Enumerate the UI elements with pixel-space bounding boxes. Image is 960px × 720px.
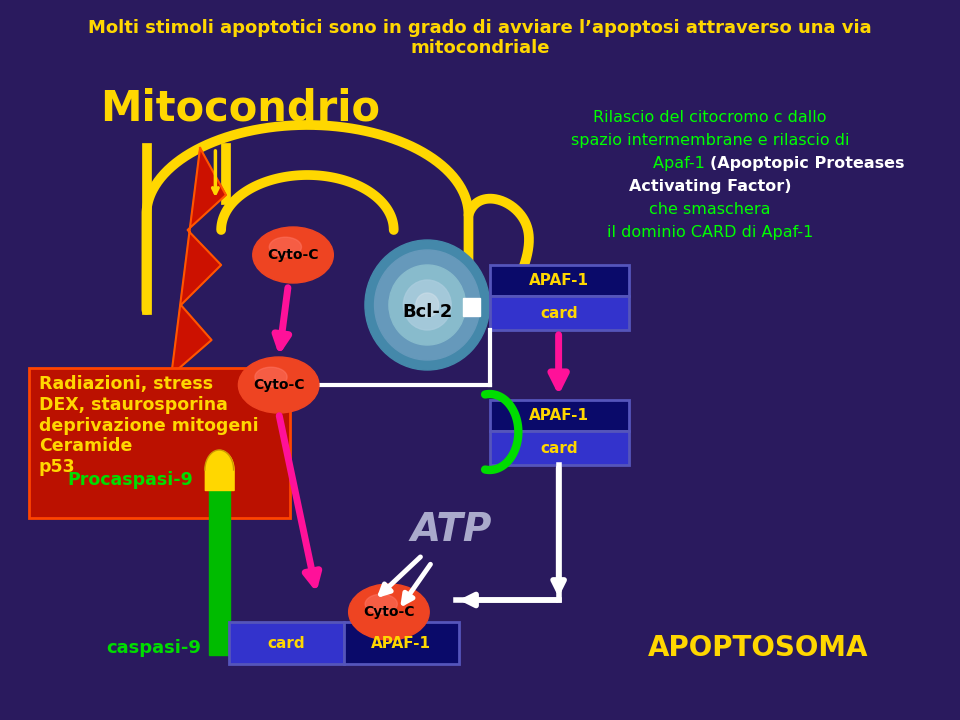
Text: Procaspasi-9: Procaspasi-9 [68, 471, 194, 489]
Text: APAF-1: APAF-1 [529, 273, 589, 288]
Text: il dominio CARD di Apaf-1: il dominio CARD di Apaf-1 [607, 225, 813, 240]
FancyBboxPatch shape [490, 400, 629, 431]
Ellipse shape [255, 367, 287, 387]
Text: Apaf-1: Apaf-1 [653, 156, 710, 171]
Text: Radiazioni, stress
DEX, staurosporina
deprivazione mitogeni
Ceramide
p53: Radiazioni, stress DEX, staurosporina de… [39, 375, 258, 476]
Circle shape [389, 265, 466, 345]
FancyBboxPatch shape [490, 296, 629, 330]
Circle shape [365, 240, 490, 370]
Text: (Apoptopic Proteases: (Apoptopic Proteases [710, 156, 904, 171]
Bar [208, 480, 229, 655]
Bar [463, 298, 480, 316]
Text: che smaschera: che smaschera [649, 202, 771, 217]
Text: Rilascio del citocromo c dallo: Rilascio del citocromo c dallo [593, 110, 827, 125]
FancyBboxPatch shape [490, 431, 629, 465]
Circle shape [374, 250, 480, 360]
Text: Molti stimoli apoptotici sono in grado di avviare l’apoptosi attraverso una via
: Molti stimoli apoptotici sono in grado d… [88, 19, 872, 58]
Ellipse shape [252, 227, 333, 283]
Ellipse shape [348, 584, 429, 640]
FancyBboxPatch shape [344, 622, 459, 664]
Text: card: card [540, 441, 578, 456]
Text: caspasi-9: caspasi-9 [107, 639, 201, 657]
Text: spazio intermembrane e rilascio di: spazio intermembrane e rilascio di [571, 133, 850, 148]
Text: Mitocondrio: Mitocondrio [100, 87, 380, 129]
Ellipse shape [365, 594, 397, 613]
Text: Cyto-C: Cyto-C [252, 378, 304, 392]
Text: Cyto-C: Cyto-C [267, 248, 319, 262]
Text: card: card [540, 305, 578, 320]
Text: Bcl-2: Bcl-2 [402, 303, 452, 321]
Text: APAF-1: APAF-1 [372, 636, 431, 650]
Circle shape [403, 280, 451, 330]
FancyBboxPatch shape [490, 265, 629, 296]
Ellipse shape [238, 357, 319, 413]
Ellipse shape [269, 237, 301, 257]
Text: APOPTOSOMA: APOPTOSOMA [648, 634, 868, 662]
Text: ATP: ATP [411, 511, 492, 549]
Text: Activating Factor): Activating Factor) [629, 179, 791, 194]
FancyBboxPatch shape [228, 622, 344, 664]
Text: APAF-1: APAF-1 [529, 408, 589, 423]
Polygon shape [171, 148, 226, 375]
FancyBboxPatch shape [30, 368, 290, 518]
Circle shape [416, 293, 439, 317]
Text: Cyto-C: Cyto-C [363, 605, 415, 619]
Text: card: card [268, 636, 305, 650]
